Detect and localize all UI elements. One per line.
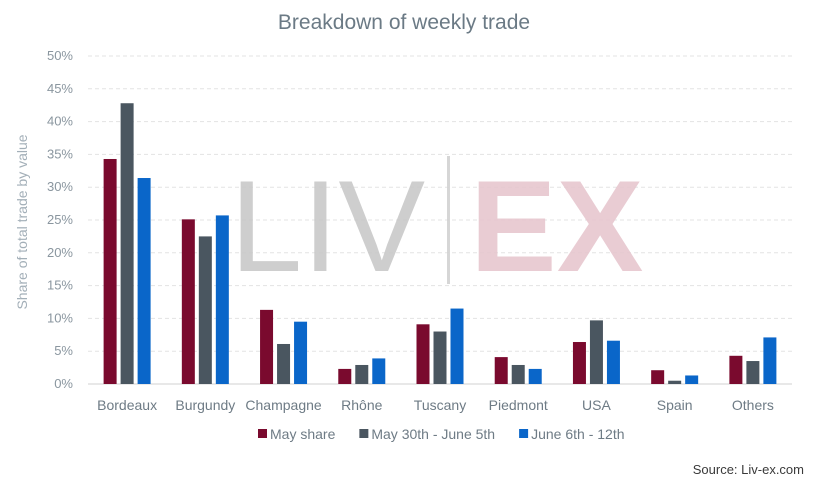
bar-others-series-3 xyxy=(763,337,777,384)
bar-spain-series-1 xyxy=(651,370,665,384)
y-tick-label: 10% xyxy=(47,310,73,325)
y-tick-label: 30% xyxy=(47,179,73,194)
legend-swatch xyxy=(359,429,369,438)
legend-label: May share xyxy=(270,426,336,442)
legend: May share May 30th - June 5th June 6th - 1… xyxy=(258,426,625,442)
bar-bordeaux-series-2 xyxy=(120,103,134,385)
bar-tuscany-series-1 xyxy=(416,324,430,384)
bar-usa-series-3 xyxy=(606,340,620,384)
bar-others-series-2 xyxy=(746,361,760,384)
watermark-divider xyxy=(447,156,450,284)
bar-burgundy-series-3 xyxy=(215,215,229,384)
legend-swatch xyxy=(258,429,267,438)
bar-champagne-series-2 xyxy=(277,343,291,384)
y-axis-label: Share of total trade by value xyxy=(14,134,30,309)
bar-usa-series-1 xyxy=(572,342,586,384)
y-tick-label: 20% xyxy=(47,245,73,260)
chart-title: Breakdown of weekly trade xyxy=(278,11,530,34)
bar-piedmont-series-3 xyxy=(528,368,542,384)
y-tick-label: 0% xyxy=(54,376,73,391)
legend-label: May 30th - June 5th xyxy=(371,426,495,442)
bar-piedmont-series-1 xyxy=(494,357,508,384)
bar-burgundy-series-2 xyxy=(198,236,212,384)
y-tick-label: 15% xyxy=(47,278,73,293)
watermark-ex-text: EX xyxy=(470,153,643,299)
bar-burgundy-series-1 xyxy=(181,219,195,384)
y-tick-label: 50% xyxy=(47,48,73,63)
bar-bordeaux-series-1 xyxy=(103,158,117,384)
bar-tuscany-series-3 xyxy=(450,308,464,384)
bar-others-series-1 xyxy=(729,355,743,384)
x-tick-label: Rhône xyxy=(341,397,382,413)
bar-usa-series-2 xyxy=(589,320,603,384)
x-tick-label: Others xyxy=(732,397,774,413)
bar-piedmont-series-2 xyxy=(511,364,525,384)
bar-bordeaux-series-3 xyxy=(137,178,151,384)
bar-champagne-series-3 xyxy=(294,321,308,384)
watermark-liv-text: LIV xyxy=(230,153,425,299)
bar-champagne-series-1 xyxy=(260,309,274,384)
bar-rh-ne-series-2 xyxy=(355,364,369,384)
x-tick-label: Tuscany xyxy=(414,397,466,413)
x-tick-label: USA xyxy=(582,397,611,413)
legend-label: June 6th - 12th xyxy=(531,426,624,442)
bar-rh-ne-series-3 xyxy=(372,358,386,384)
liv-ex-watermark: LIV EX xyxy=(230,153,643,299)
y-tick-label: 40% xyxy=(47,114,73,129)
x-tick-label: Champagne xyxy=(245,397,321,413)
legend-swatch xyxy=(519,429,529,438)
bar-series-group xyxy=(103,103,777,385)
y-axis-tick-labels: 0% 5% 10% 15% 20% 25% 30% 35% 40% 45% 50% xyxy=(47,48,73,391)
y-tick-label: 25% xyxy=(47,212,73,227)
x-tick-label: Bordeaux xyxy=(97,397,157,413)
y-tick-label: 45% xyxy=(47,81,73,96)
y-tick-label: 5% xyxy=(54,343,73,358)
x-axis-tick-labels: Bordeaux Burgundy Champagne Rhône Tuscany Pie… xyxy=(97,397,774,413)
bar-rh-ne-series-1 xyxy=(338,368,352,384)
bar-spain-series-3 xyxy=(685,375,699,384)
bar-tuscany-series-2 xyxy=(433,331,447,384)
y-tick-label: 35% xyxy=(47,146,73,161)
x-tick-label: Burgundy xyxy=(175,397,235,413)
bar-spain-series-2 xyxy=(668,380,682,384)
x-tick-label: Spain xyxy=(657,397,693,413)
x-tick-label: Piedmont xyxy=(489,397,548,413)
source-note: Source: Liv-ex.com xyxy=(693,462,804,477)
